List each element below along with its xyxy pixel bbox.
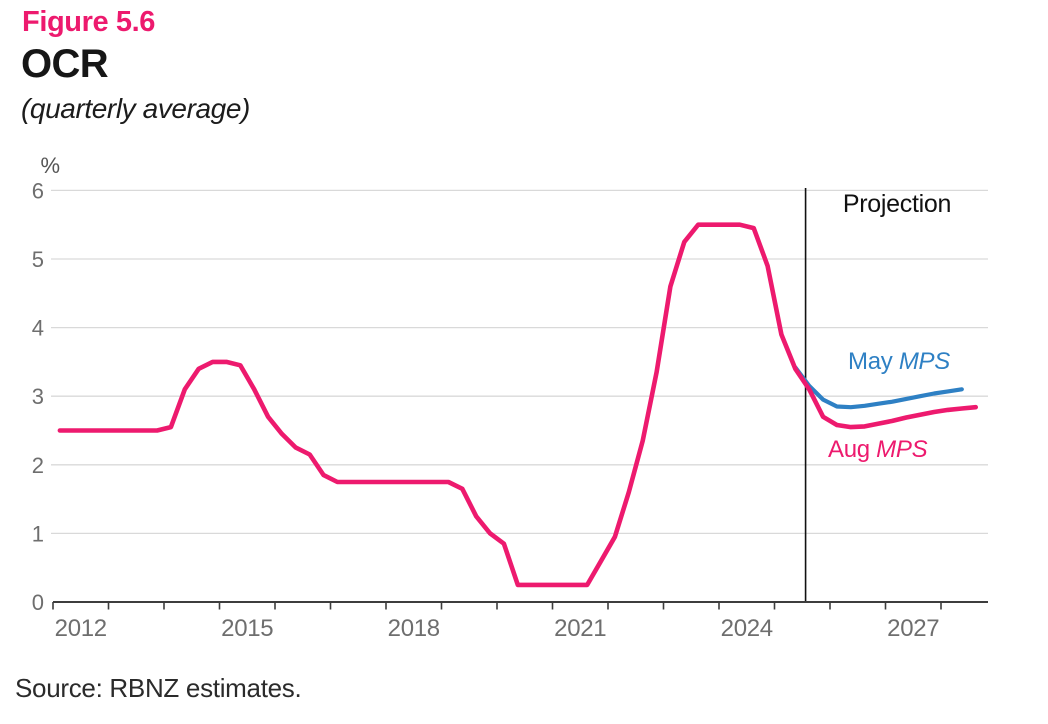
y-axis-unit-label: % xyxy=(40,153,60,178)
projection-label: Projection xyxy=(843,190,951,218)
y-axis-label-1: 1 xyxy=(32,521,44,546)
y-axis-label-0: 0 xyxy=(32,590,44,615)
aug-mps-label: Aug MPS xyxy=(828,436,928,463)
y-axis-label-3: 3 xyxy=(32,384,44,409)
x-axis-label-2015: 2015 xyxy=(221,615,273,642)
chart-title: OCR xyxy=(21,42,109,86)
y-axis-label-5: 5 xyxy=(32,247,44,272)
x-axis-label-2012: 2012 xyxy=(55,615,107,642)
may-mps-line xyxy=(793,365,964,410)
y-axis-label-4: 4 xyxy=(32,316,44,341)
figure-number-label: Figure 5.6 xyxy=(22,6,155,38)
chart-subtitle: (quarterly average) xyxy=(21,93,250,124)
aug-mps-line xyxy=(57,222,979,588)
x-axis-label-2021: 2021 xyxy=(554,615,606,642)
x-axis-label-2027: 2027 xyxy=(887,615,939,642)
x-axis-label-2024: 2024 xyxy=(721,615,773,642)
x-axis-label-2018: 2018 xyxy=(388,615,440,642)
may-mps-label: May MPS xyxy=(848,348,950,375)
y-axis-label-6: 6 xyxy=(32,178,44,203)
y-axis-label-2: 2 xyxy=(32,453,44,478)
source-note: Source: RBNZ estimates. xyxy=(15,673,302,703)
